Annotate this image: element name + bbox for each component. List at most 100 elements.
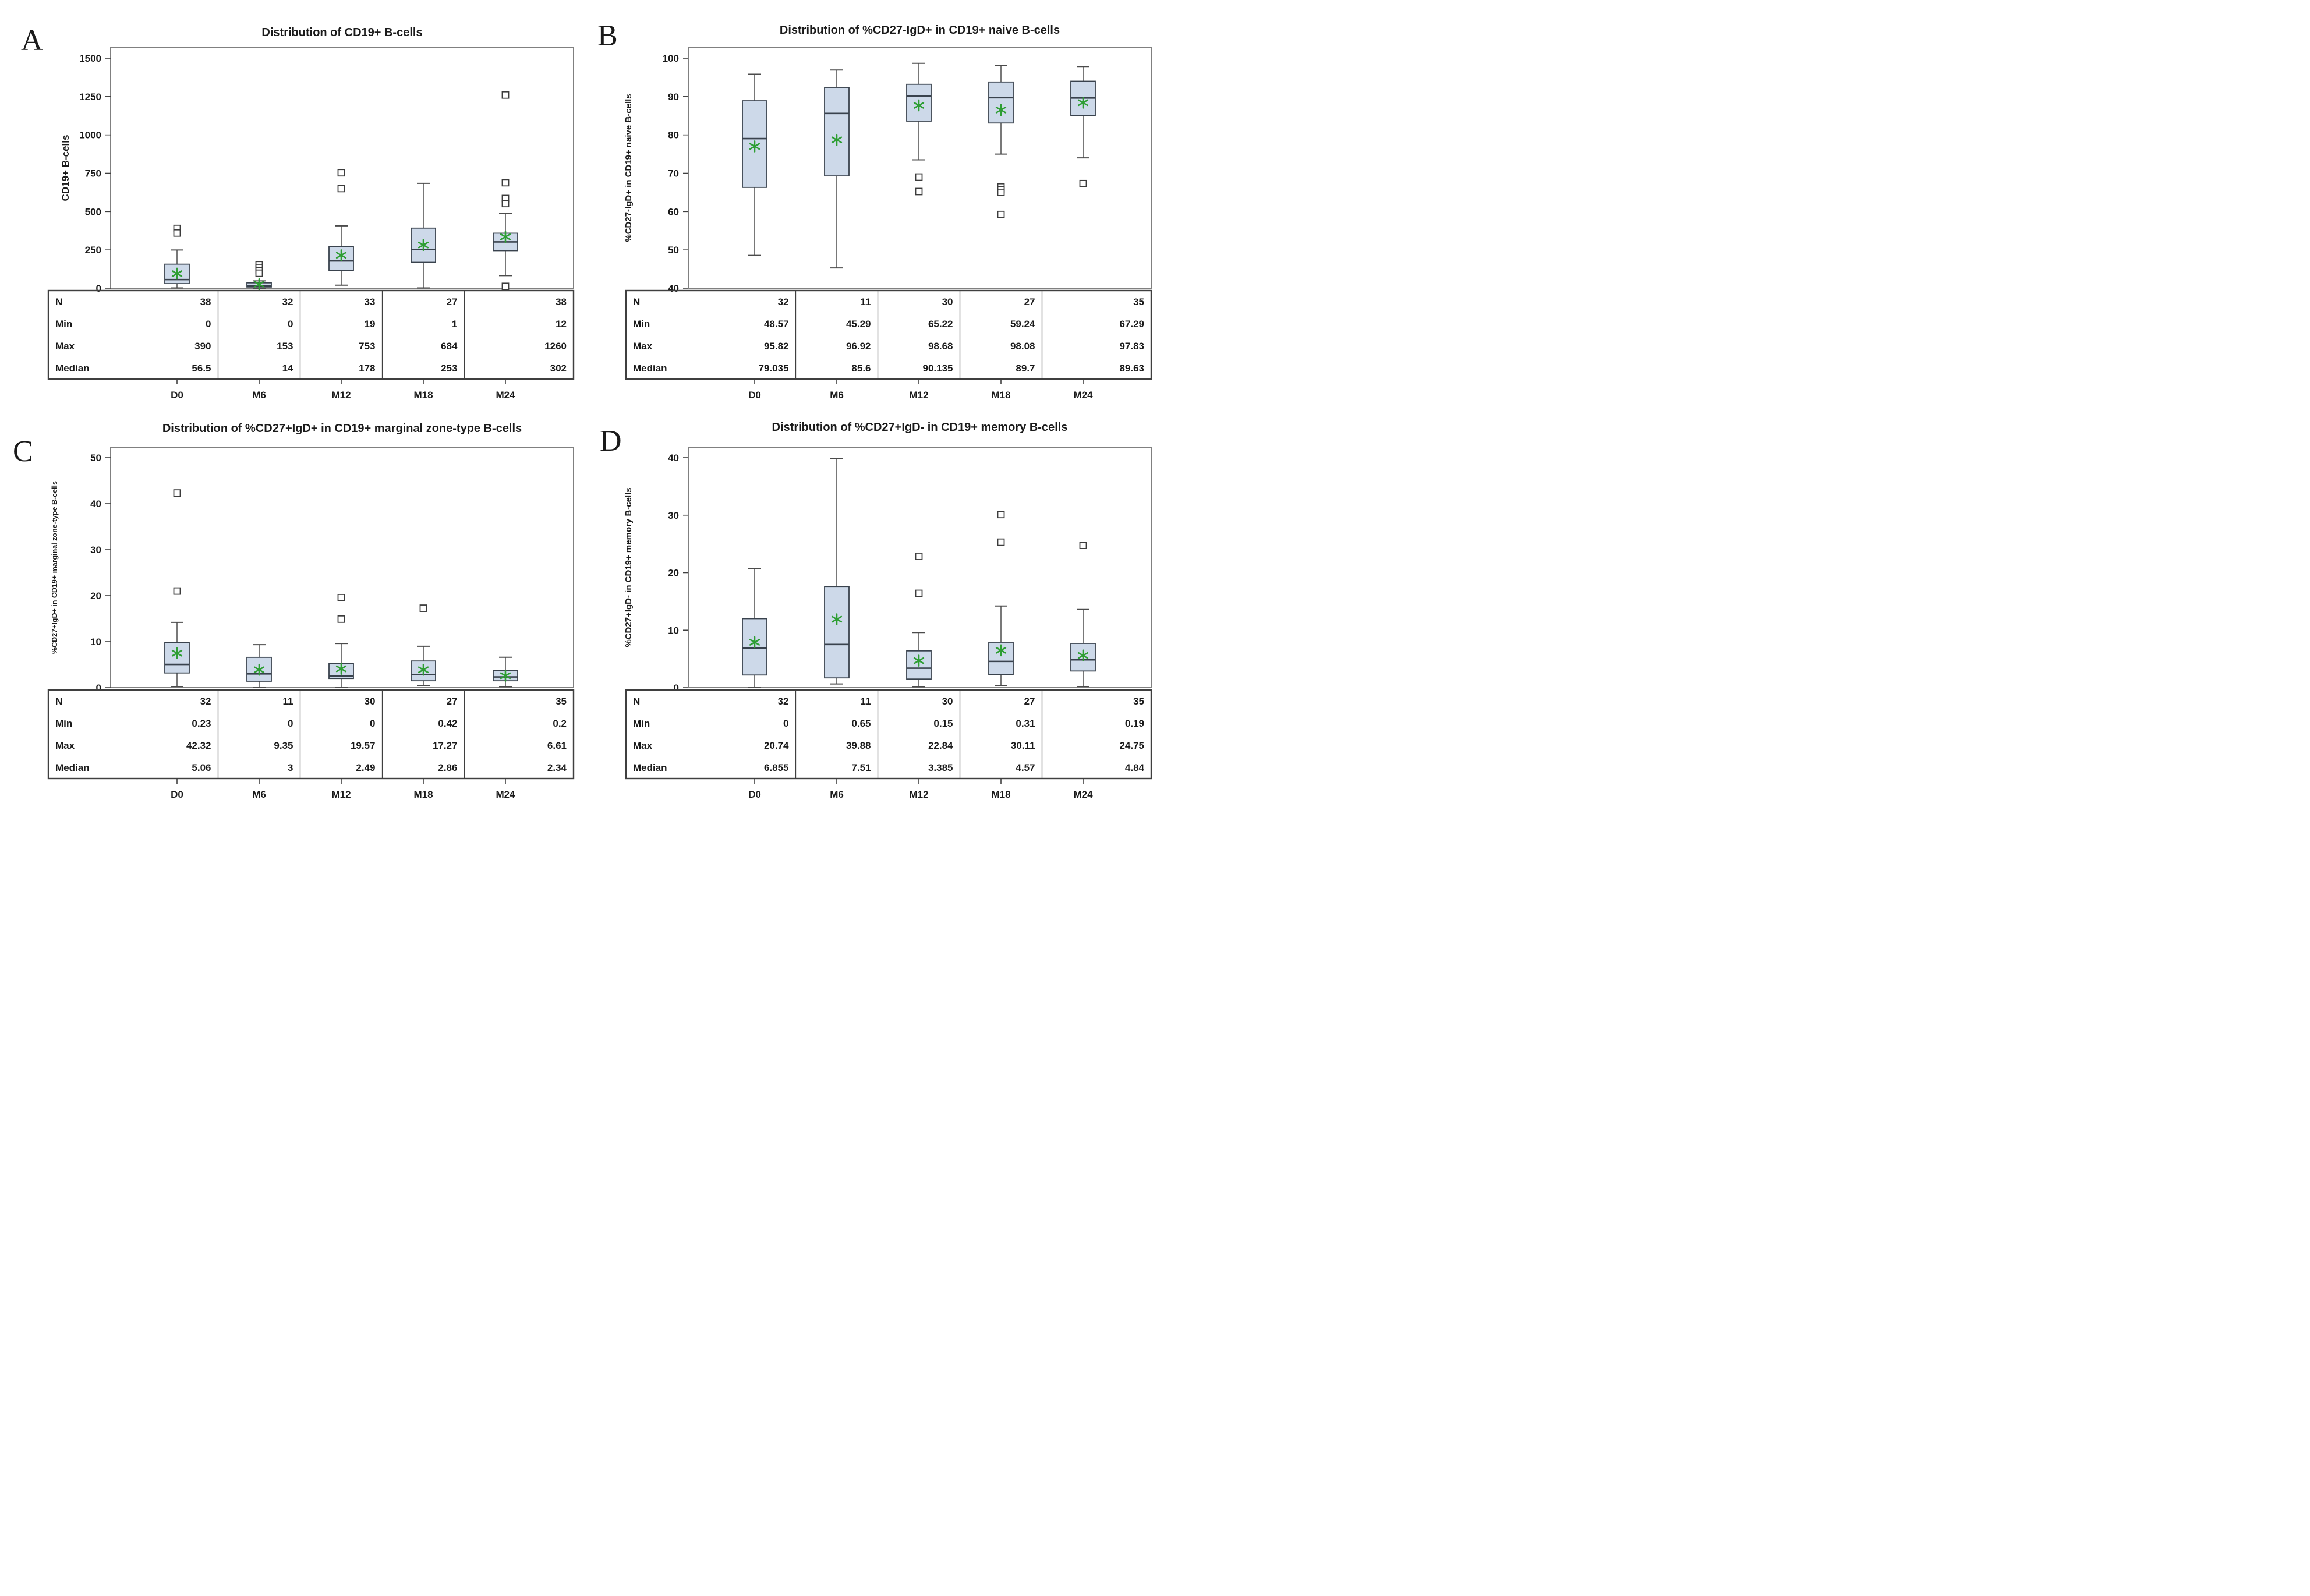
outlier-marker [915,173,923,181]
mean-star-arm [995,647,1007,654]
stats-table-border [47,689,575,780]
stats-value: 14 [282,363,293,374]
stats-value: 39.88 [846,740,871,751]
stats-value: 96.92 [846,341,871,352]
stats-table: N 32 11 30 27 35 Min 48.57 45.29 65.22 59.24 67.29 M… [625,289,1152,380]
mean-star-icon [500,670,511,682]
plot-frame [688,447,1152,688]
stats-row-label: Median [55,363,90,374]
mean-star-arm [913,102,925,109]
stats-value: 11 [861,296,871,307]
outlier-marker [255,269,263,277]
x-category-label: M18 [413,390,433,399]
stats-value: 19 [365,319,376,330]
stats-value: 42.32 [186,740,211,751]
box-group-M12 [906,553,932,688]
mean-star-icon [418,239,429,252]
stats-value: 3.385 [928,762,953,773]
y-tick-label: 30 [90,544,101,555]
mean-star-arm [335,665,347,673]
stats-value: 0 [783,718,788,729]
x-category-label: M12 [909,789,928,799]
stats-value: 0.2 [553,718,567,729]
outlier-marker [997,189,1005,196]
outlier-marker [997,210,1005,218]
stats-value: 0.31 [1016,718,1035,729]
x-category-label: M18 [991,390,1010,399]
mean-star-arm [749,639,760,646]
plot-frame [110,47,574,289]
mean-star-arm [171,649,183,657]
stats-value: 35 [1133,296,1144,307]
mean-star-icon [995,104,1007,116]
iqr-box [906,83,932,122]
stats-value: 90.135 [923,363,953,374]
iqr-box [824,586,850,679]
stats-value: 32 [200,696,211,707]
stats-value: 98.68 [928,341,953,352]
stats-value: 89.63 [1119,363,1144,374]
mean-star-icon [1077,97,1089,109]
y-tick-label: 1500 [79,53,101,64]
mean-star-arm [500,233,511,240]
stats-value: 0.42 [438,718,457,729]
y-axis-label: %CD27+IgD- in CD19+ memory B-cells [624,487,634,647]
iqr-box [988,81,1014,124]
stats-table: N 32 11 30 27 35 Min 0 0.65 0.15 0.31 0.19 Max 20.74 3… [625,689,1152,780]
x-category-label: M12 [331,789,351,799]
panel-background [578,0,1155,399]
plot-frame [688,47,1152,289]
mean-star-icon [831,613,843,625]
y-tick-label: 0 [96,682,101,693]
mean-star-arm [1077,652,1089,659]
stats-value: 6.855 [764,762,789,773]
box-group-D0 [742,568,767,688]
x-category-label: M6 [830,789,844,799]
outlier-marker [337,615,345,623]
outlier-marker [337,169,345,177]
outlier-marker [915,589,923,597]
panel-D: D Distribution of %CD27+IgD- in CD19+ mem… [578,399,1155,799]
stats-value: 3 [288,762,293,773]
stats-value: 2.34 [547,762,567,773]
box-group-D0 [164,489,190,688]
outlier-marker [419,604,427,612]
stats-value: 302 [550,363,567,374]
y-tick-label: 50 [668,245,679,256]
mean-star-icon [171,647,183,660]
y-tick-label: 500 [85,206,101,217]
stats-value: 32 [778,296,789,307]
stats-value: 390 [194,341,211,352]
stats-value: 79.035 [759,363,789,374]
panel-A-chart: A Distribution of CD19+ B-cells 0 250 500 750… [0,0,578,399]
outlier-marker [173,489,181,497]
stats-value: 85.6 [851,363,871,374]
box-group-M18 [988,65,1014,218]
stats-value: 0 [288,319,293,330]
mean-star-icon [171,267,183,280]
stats-value: 19.57 [351,740,376,751]
stats-value: 0.23 [192,718,211,729]
chart-title: Distribution of %CD27-IgD+ in CD19+ naiv… [780,24,1060,37]
stats-table-border [625,689,1152,780]
stats-value: 48.57 [764,319,789,330]
y-tick-label: 0 [96,283,101,294]
box-group-M6 [824,69,850,269]
outlier-marker [997,511,1005,519]
x-category-label: M24 [1073,789,1093,799]
chart-title: Distribution of %CD27+IgD- in CD19+ memo… [772,421,1068,434]
stats-value: 7.51 [851,762,871,773]
stats-value: 59.24 [1010,319,1035,330]
y-tick-label: 20 [668,568,679,579]
panel-C: C Distribution of %CD27+IgD+ in CD19+ mar… [0,399,578,799]
stats-row-label: Min [55,319,72,330]
mean-star-arm [749,143,760,150]
stats-value: 4.84 [1125,762,1145,773]
stats-row-label: Min [633,319,650,330]
panel-letter: D [600,424,622,458]
stats-table-border [625,289,1152,380]
stats-value: 27 [1024,696,1035,707]
stats-value: 11 [861,696,871,707]
y-tick-label: 10 [90,636,101,647]
x-category-label: M12 [331,390,351,399]
